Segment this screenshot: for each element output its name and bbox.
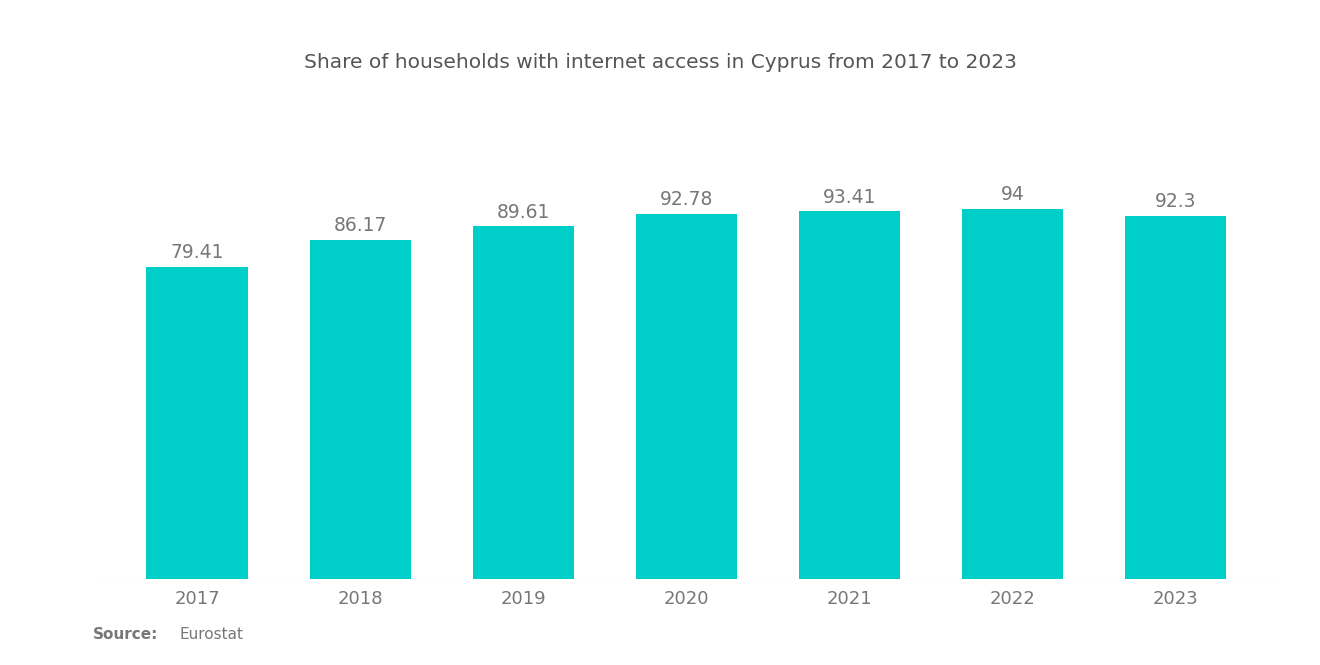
Text: 86.17: 86.17 [334, 216, 387, 235]
Text: Source:: Source: [92, 626, 158, 642]
Bar [147, 267, 248, 579]
Bar [962, 209, 1063, 579]
Text: Eurostat: Eurostat [180, 626, 243, 642]
Bar [1125, 216, 1226, 579]
Bar [310, 240, 411, 579]
Bar [799, 211, 900, 579]
Bar [473, 226, 574, 579]
Text: 94: 94 [1001, 186, 1024, 204]
Text: 92.78: 92.78 [660, 190, 713, 209]
Text: 93.41: 93.41 [822, 188, 876, 207]
Text: Share of households with internet access in Cyprus from 2017 to 2023: Share of households with internet access… [304, 53, 1016, 72]
Text: 79.41: 79.41 [170, 243, 223, 262]
Text: 92.3: 92.3 [1155, 192, 1196, 211]
Text: 89.61: 89.61 [496, 203, 550, 221]
Bar [636, 214, 737, 579]
